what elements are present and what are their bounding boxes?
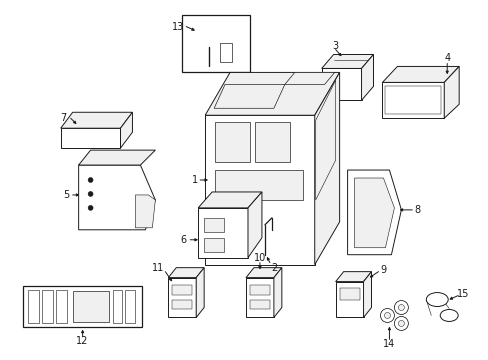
Polygon shape (205, 115, 314, 265)
Polygon shape (273, 268, 281, 318)
Polygon shape (285, 72, 334, 84)
Bar (215, 122, 249, 162)
Polygon shape (361, 54, 373, 100)
Bar (215, 170, 302, 200)
Text: 7: 7 (61, 113, 67, 123)
Bar (172, 300, 192, 310)
Bar (249, 285, 269, 294)
Circle shape (394, 301, 407, 315)
Bar (339, 288, 359, 300)
Circle shape (323, 86, 331, 94)
Bar (220, 42, 232, 62)
Circle shape (384, 312, 389, 319)
Polygon shape (61, 112, 132, 128)
Circle shape (398, 320, 404, 327)
Text: 15: 15 (456, 289, 468, 298)
Circle shape (380, 309, 394, 323)
Circle shape (88, 192, 93, 197)
Text: 12: 12 (76, 336, 89, 346)
Circle shape (398, 305, 404, 310)
Polygon shape (354, 178, 394, 248)
Ellipse shape (261, 255, 268, 261)
Bar (41, 289, 53, 323)
Polygon shape (205, 72, 339, 115)
Bar (203, 218, 224, 232)
Text: 2: 2 (270, 263, 276, 273)
Polygon shape (314, 72, 339, 265)
Polygon shape (79, 165, 155, 230)
Polygon shape (198, 208, 247, 258)
Polygon shape (120, 112, 132, 148)
Text: 14: 14 (383, 339, 395, 349)
Bar (182, 15, 249, 72)
Polygon shape (443, 67, 458, 118)
Polygon shape (382, 67, 458, 82)
Bar (203, 238, 224, 252)
Bar (28, 289, 39, 323)
Polygon shape (321, 54, 373, 68)
Circle shape (88, 177, 93, 183)
Polygon shape (61, 128, 120, 148)
Bar (56, 289, 66, 323)
Polygon shape (315, 80, 335, 200)
Text: 5: 5 (63, 190, 70, 200)
Polygon shape (245, 268, 281, 278)
Text: 10: 10 (253, 253, 265, 263)
Text: 1: 1 (192, 175, 198, 185)
Text: 9: 9 (380, 265, 386, 275)
Polygon shape (245, 278, 273, 318)
Bar (254, 122, 289, 162)
Text: 4: 4 (443, 54, 449, 63)
Polygon shape (382, 82, 443, 118)
Polygon shape (196, 268, 203, 318)
Polygon shape (363, 272, 371, 318)
Polygon shape (168, 278, 196, 318)
Circle shape (394, 316, 407, 330)
Polygon shape (247, 192, 262, 258)
Bar (172, 285, 192, 294)
Polygon shape (347, 170, 401, 255)
Text: 11: 11 (152, 263, 164, 273)
Text: 3: 3 (332, 41, 338, 50)
Text: 8: 8 (413, 205, 420, 215)
Bar (249, 300, 269, 310)
Polygon shape (321, 68, 361, 100)
Circle shape (88, 206, 93, 210)
Bar (385, 86, 440, 114)
Polygon shape (214, 84, 285, 108)
Polygon shape (135, 195, 155, 228)
Ellipse shape (426, 293, 447, 306)
Text: 13: 13 (172, 22, 184, 32)
Bar (112, 289, 122, 323)
Ellipse shape (200, 24, 218, 46)
Ellipse shape (439, 310, 457, 321)
Bar (73, 291, 108, 323)
Polygon shape (168, 268, 203, 278)
Polygon shape (335, 272, 371, 282)
Bar (23, 285, 142, 328)
Bar (125, 289, 135, 323)
Polygon shape (335, 282, 363, 318)
Polygon shape (79, 150, 155, 165)
Text: 6: 6 (180, 235, 186, 245)
Polygon shape (198, 192, 262, 208)
